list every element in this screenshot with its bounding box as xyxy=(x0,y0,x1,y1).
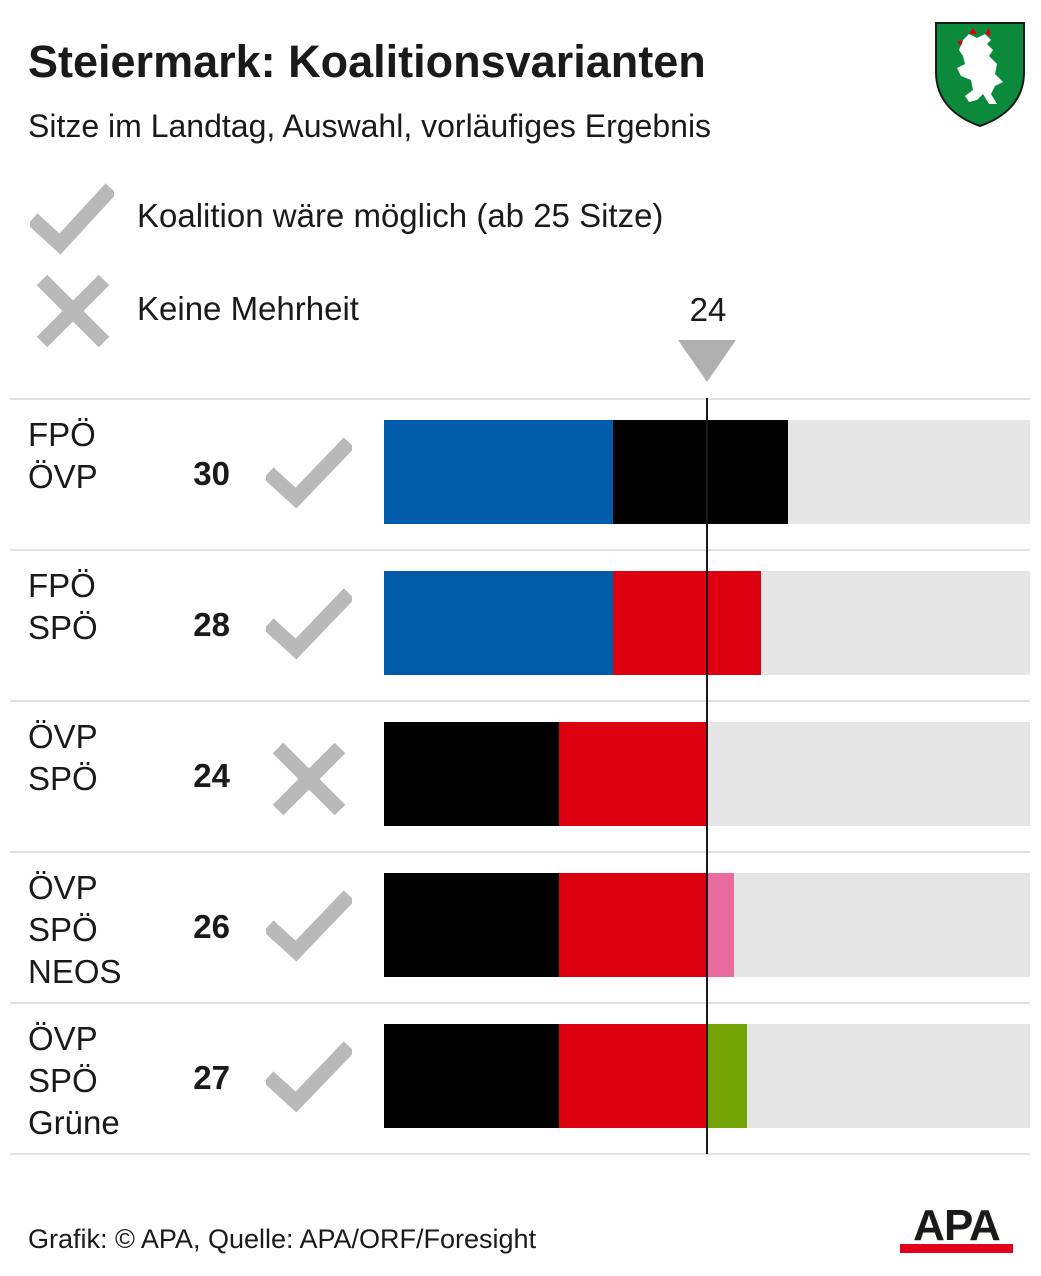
coalition-parties: ÖVP SPÖ xyxy=(28,716,98,800)
threshold-label: 24 xyxy=(689,291,727,328)
legend-possible-label: Koalition wäre möglich (ab 25 Sitze) xyxy=(137,197,664,234)
coalition-row: ÖVP SPÖ NEOS 26 xyxy=(0,851,1041,1002)
seat-total: 24 xyxy=(193,757,230,794)
check-icon xyxy=(266,588,352,660)
party-label: SPÖ xyxy=(28,760,98,797)
party-label: FPÖ xyxy=(28,567,96,604)
apa-logo-bar xyxy=(900,1244,1013,1253)
party-label: SPÖ xyxy=(28,911,98,948)
row-divider xyxy=(10,1002,1030,1004)
coalition-parties: ÖVP SPÖ Grüne xyxy=(28,1018,120,1144)
check-icon xyxy=(266,437,352,509)
check-icon xyxy=(266,890,352,962)
bar-segment xyxy=(558,1024,707,1128)
coalition-row: ÖVP SPÖ 24 xyxy=(0,700,1041,851)
legend-cross-icon xyxy=(36,274,110,348)
bar-segment xyxy=(384,1024,559,1128)
row-divider xyxy=(10,851,1030,853)
chart-title: Steiermark: Koalitionsvarianten xyxy=(28,36,706,87)
bar-segment xyxy=(384,722,559,826)
styrian-coat-of-arms-icon xyxy=(935,22,1025,128)
coalition-row: FPÖ SPÖ 28 xyxy=(0,549,1041,700)
party-label: ÖVP xyxy=(28,718,98,755)
legend-check-icon xyxy=(30,183,114,255)
bar-track xyxy=(384,873,1030,977)
bar-segment xyxy=(612,420,788,524)
coalition-parties: FPÖ ÖVP xyxy=(28,414,98,498)
party-label: NEOS xyxy=(28,953,122,990)
bar-segment xyxy=(612,571,761,675)
bar-segment xyxy=(558,722,707,826)
bar-segment xyxy=(384,571,613,675)
bar-segment xyxy=(384,873,559,977)
party-label: FPÖ xyxy=(28,416,96,453)
party-label: ÖVP xyxy=(28,458,98,495)
party-label: ÖVP xyxy=(28,869,98,906)
seat-total: 30 xyxy=(193,455,230,492)
seat-total: 27 xyxy=(193,1059,230,1096)
party-label: SPÖ xyxy=(28,609,98,646)
coalition-parties: FPÖ SPÖ xyxy=(28,565,98,649)
coalition-row: ÖVP SPÖ Grüne 27 xyxy=(0,1002,1041,1153)
apa-logo-text: APA xyxy=(913,1201,1001,1250)
threshold-marker-icon xyxy=(678,340,736,382)
bar-segment xyxy=(558,873,707,977)
threshold-line xyxy=(706,398,708,1154)
check-icon xyxy=(266,1041,352,1113)
row-divider xyxy=(10,549,1030,551)
row-divider xyxy=(10,398,1030,400)
coalition-row: FPÖ ÖVP 30 xyxy=(0,398,1041,549)
cross-icon xyxy=(272,742,346,816)
seat-total: 26 xyxy=(193,908,230,945)
chart-subtitle: Sitze im Landtag, Auswahl, vorläufiges E… xyxy=(28,108,712,144)
source-note: Grafik: © APA, Quelle: APA/ORF/Foresight xyxy=(28,1224,537,1254)
party-label: SPÖ xyxy=(28,1062,98,1099)
bar-segment xyxy=(384,420,613,524)
seat-total: 28 xyxy=(193,606,230,643)
coalition-parties: ÖVP SPÖ NEOS xyxy=(28,867,122,993)
row-divider xyxy=(10,700,1030,702)
party-label: Grüne xyxy=(28,1104,120,1141)
bar-segment xyxy=(707,1024,748,1128)
legend-none-label: Keine Mehrheit xyxy=(137,290,359,327)
apa-logo: APA xyxy=(900,1201,1013,1254)
row-divider xyxy=(10,1153,1030,1155)
bar-segment xyxy=(707,873,734,977)
party-label: ÖVP xyxy=(28,1020,98,1057)
